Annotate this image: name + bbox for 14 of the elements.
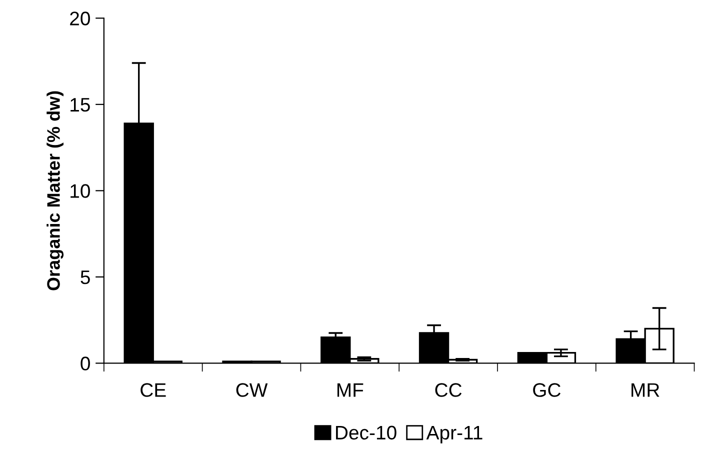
x-tick-label: CE	[140, 383, 166, 397]
x-tick-label: GC	[533, 383, 561, 397]
y-tick-label: 15	[70, 98, 90, 112]
legend-label: Dec-10	[336, 426, 396, 440]
y-tick-label: 20	[70, 12, 90, 26]
legend-label: Apr-11	[426, 426, 482, 444]
x-tick-label: CW	[236, 383, 268, 397]
x-tick-label: MR	[632, 383, 660, 397]
y-tick-label: 5	[80, 270, 90, 284]
x-tick-label: MF	[337, 383, 364, 397]
y-tick-label: 0	[80, 356, 90, 370]
y-tick-label: 10	[70, 184, 90, 198]
y-axis-title: Oraganic Matter (% dw)	[46, 91, 64, 290]
x-tick-label: CC	[435, 383, 462, 397]
